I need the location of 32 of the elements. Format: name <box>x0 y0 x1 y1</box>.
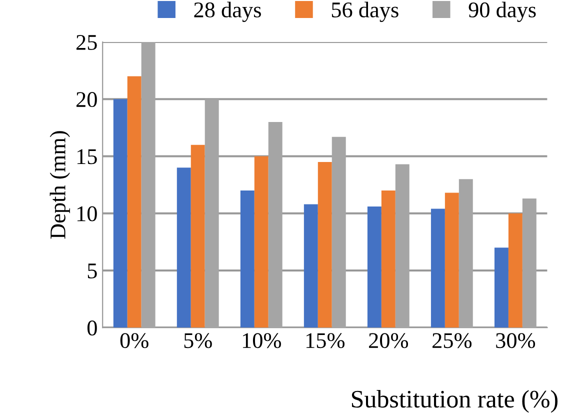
y-axis-title: Depth (mm) <box>50 131 70 239</box>
x-tick-label: 5% <box>184 333 212 348</box>
y-tick-label: 15 <box>77 149 97 164</box>
x-tick-label: 15% <box>306 333 345 348</box>
x-tick-label: 0% <box>120 333 148 348</box>
x-tick-label: 20% <box>369 333 408 348</box>
y-tick-label: 10 <box>77 206 97 222</box>
x-tick-label: 10% <box>242 333 281 348</box>
x-tick-label: 25% <box>432 333 472 348</box>
bar <box>127 76 142 328</box>
bar <box>367 206 382 328</box>
bar <box>240 190 254 328</box>
bar <box>254 156 268 328</box>
bar <box>430 208 445 328</box>
bar <box>444 192 459 328</box>
y-tick-label: 25 <box>76 34 97 50</box>
y-tick-label: 20 <box>76 92 97 108</box>
y-tick-label: 0 <box>87 320 97 336</box>
bar <box>508 213 522 328</box>
legend-label: 56 days <box>332 2 398 22</box>
bar <box>318 162 332 328</box>
bar <box>113 99 128 328</box>
legend-label: 28 days <box>194 2 261 22</box>
bar <box>190 144 205 328</box>
x-tick-label: 30% <box>496 333 536 348</box>
bar <box>494 248 508 328</box>
bar <box>381 190 396 328</box>
bar <box>304 204 318 328</box>
legend-label: 90 days <box>468 2 536 22</box>
x-axis-title: Substitution rate (%) <box>352 390 558 413</box>
bar <box>176 168 191 328</box>
y-tick-label: 5 <box>88 264 97 278</box>
